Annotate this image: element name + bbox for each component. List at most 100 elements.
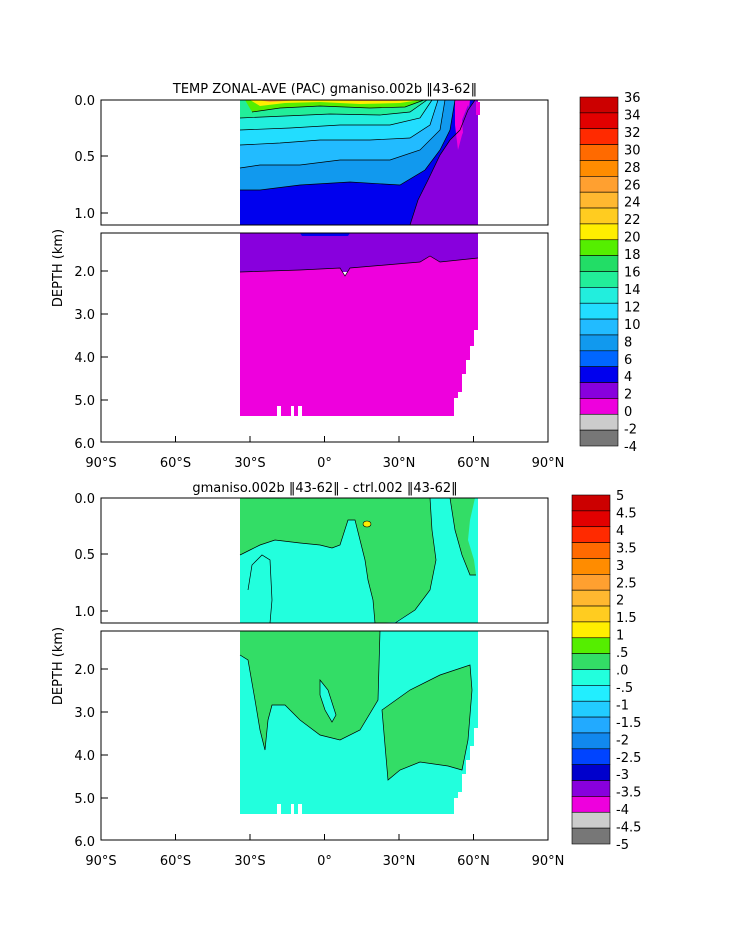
bottom-title: gmaniso.002b ‖43-62‖ - ctrl.002 ‖43-62‖ <box>192 481 457 496</box>
colorbar-level-label: 36 <box>624 91 641 106</box>
colorbar-swatch <box>579 176 619 193</box>
colorbar-level-label: 1.5 <box>616 611 637 626</box>
colorbar-level-label: 0 <box>624 405 632 420</box>
colorbar-level-label: 30 <box>624 143 641 158</box>
colorbar-level-label: 16 <box>624 266 641 281</box>
colorbar-level-label: -4.5 <box>616 821 641 836</box>
colorbar-level-label: -4 <box>624 440 637 455</box>
top-xtick-label: 30°N <box>383 456 416 471</box>
bottom-xtick-label: 90°S <box>85 854 116 869</box>
bottom-y-axis: 0.0 0.5 1.0 2.0 3.0 4.0 5.0 6.0 DEPTH (k… <box>51 492 108 850</box>
colorbar-swatch <box>571 669 611 686</box>
top-ytick-label: 0.0 <box>74 94 95 109</box>
colorbar-level-label: 2 <box>624 388 632 403</box>
colorbar-swatch <box>571 811 611 829</box>
colorbar-swatch <box>579 318 619 336</box>
colorbar-level-label: 10 <box>624 318 641 333</box>
colorbar-level-label: -4 <box>616 803 629 818</box>
colorbar-swatch <box>579 429 619 447</box>
bottom-xtick-label: 30°S <box>234 854 265 869</box>
top-upper-field <box>239 99 480 226</box>
colorbar-level-label: 24 <box>624 196 641 211</box>
bottom-upper-frame <box>100 497 549 624</box>
bottom-ytick-label: 3.0 <box>74 706 95 721</box>
colorbar-swatch <box>571 510 611 528</box>
bottom-ytick-label: 2.0 <box>74 663 95 678</box>
colorbar-level-label: 32 <box>624 126 641 141</box>
top-panel: TEMP ZONAL-AVE (PAC) gmaniso.002b ‖43-62… <box>51 82 641 471</box>
colorbar-level-label: -5 <box>616 838 629 853</box>
colorbar-level-label: 3 <box>616 559 624 574</box>
top-ytick-label: 1.0 <box>74 207 95 222</box>
bottom-upper-field <box>239 497 478 624</box>
colorbar-level-label: .5 <box>616 646 628 661</box>
top-ytick-label: 3.0 <box>74 308 95 323</box>
colorbar-swatch <box>571 732 611 750</box>
colorbar-level-label: 2 <box>616 594 624 609</box>
top-xtick-label: 60°S <box>160 456 191 471</box>
top-ytick-label: 2.0 <box>74 265 95 280</box>
colorbar-swatch <box>571 494 611 512</box>
bottom-xtick-label: 90°N <box>532 854 565 869</box>
colorbar-swatch <box>571 780 611 797</box>
bottom-ytick-label: 5.0 <box>74 792 95 807</box>
colorbar-level-label: 22 <box>624 213 641 228</box>
top-xtick-label: 90°N <box>532 456 565 471</box>
colorbar-swatch <box>571 653 611 670</box>
top-xtick-label: 30°S <box>234 456 265 471</box>
top-title: TEMP ZONAL-AVE (PAC) gmaniso.002b ‖43-62… <box>172 82 477 97</box>
bottom-panel: gmaniso.002b ‖43-62‖ - ctrl.002 ‖43-62‖ <box>51 481 641 869</box>
colorbar-swatch <box>571 558 611 575</box>
bottom-lower-field <box>239 630 478 814</box>
colorbar-level-label: 18 <box>624 248 641 263</box>
top-x-axis: 90°S 60°S 30°S 0° 30°N 60°N 90°N <box>85 436 564 471</box>
colorbar-swatch <box>571 685 611 702</box>
colorbar-swatch <box>571 621 611 639</box>
colorbar-swatch <box>579 350 619 367</box>
colorbar-level-label: -2 <box>616 733 629 748</box>
bottom-ytick-label: 1.0 <box>74 605 95 620</box>
top-upper-frame <box>100 99 549 226</box>
colorbar-level-label: -3.5 <box>616 786 641 801</box>
colorbar-level-label: 6 <box>624 353 632 368</box>
bottom-x-axis: 90°S 60°S 30°S 0° 30°N 60°N 90°N <box>85 834 564 869</box>
colorbar-level-label: 4 <box>624 370 632 385</box>
colorbar-level-label: 34 <box>624 108 641 123</box>
colorbar-swatch <box>579 144 619 161</box>
colorbar-swatch <box>579 96 619 114</box>
top-ytick-label: 5.0 <box>74 394 95 409</box>
colorbar-level-label: 20 <box>624 231 641 246</box>
top-xtick-label: 90°S <box>85 456 116 471</box>
colorbar-swatch <box>571 700 611 718</box>
colorbar-level-label: -1.5 <box>616 716 641 731</box>
colorbar-swatch <box>571 605 611 623</box>
colorbar-level-label: -3 <box>616 768 629 783</box>
top-lower-field <box>239 233 479 416</box>
top-ytick-label: 0.5 <box>74 150 95 165</box>
colorbar-swatch <box>571 748 611 765</box>
top-xtick-label: 0° <box>317 456 332 471</box>
colorbar-swatch <box>579 255 619 272</box>
colorbar-swatch <box>579 413 619 431</box>
colorbar-level-label: 12 <box>624 300 641 315</box>
colorbar-level-label: 5 <box>616 489 624 504</box>
colorbar-swatch <box>579 334 619 352</box>
bottom-xtick-label: 60°N <box>457 854 490 869</box>
bottom-xtick-label: 0° <box>317 854 332 869</box>
colorbar-level-label: 14 <box>624 283 641 298</box>
colorbar-swatch <box>579 239 619 256</box>
colorbar-level-label: 4 <box>616 524 624 539</box>
colorbar-swatch <box>571 542 611 559</box>
top-y-axis-label: DEPTH (km) <box>51 229 66 307</box>
colorbar-swatch <box>571 764 611 781</box>
bottom-ytick-label: 6.0 <box>74 835 95 850</box>
colorbar-swatch <box>571 827 611 845</box>
colorbar-swatch <box>571 526 611 543</box>
bottom-y-axis-label: DEPTH (km) <box>51 627 66 705</box>
colorbar-level-label: 3.5 <box>616 541 637 556</box>
top-ytick-label: 4.0 <box>74 351 95 366</box>
colorbar-swatch <box>579 366 619 383</box>
colorbar-swatch <box>579 271 619 288</box>
colorbar-swatch <box>579 287 619 304</box>
